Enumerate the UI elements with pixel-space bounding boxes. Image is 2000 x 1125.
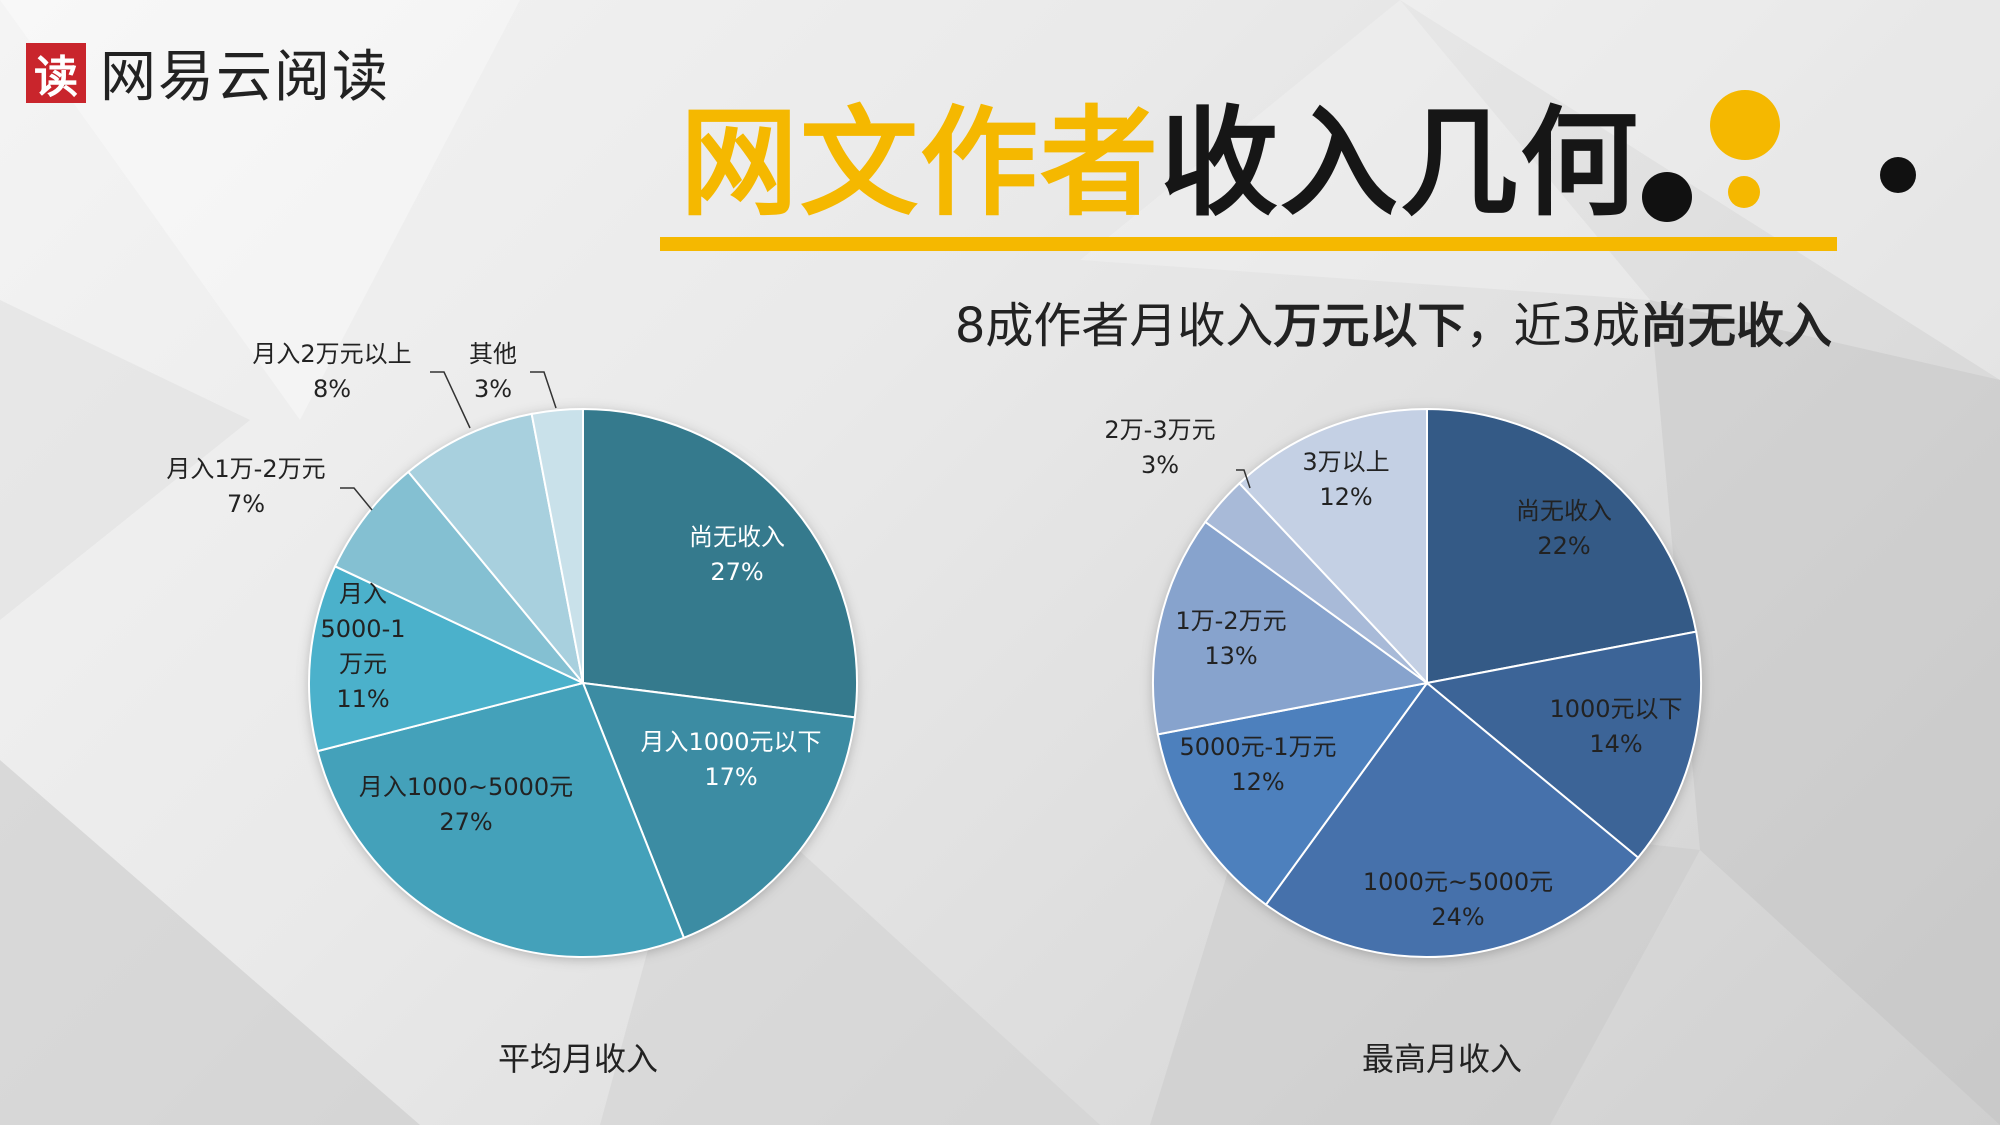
subtitle-part-3: ，近3成	[1465, 298, 1640, 354]
slice-label: 尚无收入 27%	[689, 523, 785, 586]
title-highlight: 网文作者	[680, 94, 1161, 232]
decor-dot-yellow-small	[1728, 176, 1760, 208]
subtitle-part-2: 万元以下	[1273, 298, 1466, 354]
label-leader-line	[530, 371, 557, 409]
slice-label: 月入1万-2万元 7%	[166, 455, 325, 518]
pie-slice	[1238, 407, 1428, 686]
pie-slice	[582, 407, 858, 719]
pie-slice	[1426, 407, 1698, 685]
slice-label: 尚无收入 22%	[1516, 497, 1612, 560]
slice-label: 1000元~5000元 24%	[1363, 868, 1553, 931]
logo-text: 网易云阅读	[100, 45, 390, 110]
pie-slice	[406, 412, 584, 684]
subtitle-part-1: 8成作者月收入	[954, 298, 1274, 354]
slice-label: 月入2万元以上 8%	[252, 340, 411, 403]
subtitle: 8成作者月收入万元以下，近3成尚无收入	[955, 286, 1832, 356]
page-title: 网文作者收入几何	[680, 104, 1640, 222]
decor-dot-yellow-large	[1710, 90, 1780, 160]
slice-label: 2万-3万元 3%	[1104, 416, 1215, 479]
pie-slice	[581, 681, 856, 940]
decor-dot-black-large	[1642, 172, 1692, 222]
slice-label: 1000元以下 14%	[1549, 695, 1682, 758]
pie-chart-max-monthly-income: 尚无收入 22% 1000元以下 14% 1000元~5000元 24% 5000元-1万元…	[1104, 407, 1702, 958]
chart-title-left: 平均月收入	[498, 1040, 659, 1078]
logo-mark-icon: 读	[26, 42, 86, 103]
subtitle-part-4: 尚无收入	[1639, 298, 1832, 354]
slice-label: 月入1000元以下 17%	[640, 728, 821, 791]
pie-slice	[1264, 681, 1640, 958]
label-leader-line	[1236, 469, 1251, 489]
pie-slice	[316, 681, 686, 958]
pie-slice	[308, 565, 586, 753]
slice-label: 其他 3%	[469, 340, 517, 403]
pie-slice	[1156, 681, 1430, 907]
slice-label: 5000元-1万元 12%	[1179, 733, 1336, 796]
slice-label: 3万以上 12%	[1302, 448, 1389, 511]
chart-title-right: 最高月收入	[1362, 1040, 1523, 1078]
slice-label: 月入 5000-1 万元 11%	[320, 580, 405, 713]
title-rest: 收入几何	[1160, 94, 1641, 232]
label-leader-line	[430, 371, 471, 429]
pie-chart-average-monthly-income: 尚无收入 27% 月入1000元以下 17% 月入1000~5000元 27% 月入 5000…	[166, 340, 858, 958]
app-logo: 读 网易云阅读	[26, 32, 390, 113]
pie-slice	[530, 407, 584, 684]
pie-slice	[1151, 520, 1430, 736]
title-underline	[660, 237, 1837, 251]
slice-label: 月入1000~5000元 27%	[359, 773, 573, 836]
pie-slice	[333, 470, 584, 684]
decor-dot-black-small	[1880, 157, 1916, 193]
label-leader-line	[340, 487, 373, 511]
slice-label: 1万-2万元 13%	[1175, 607, 1286, 670]
pie-slice	[1424, 630, 1702, 860]
